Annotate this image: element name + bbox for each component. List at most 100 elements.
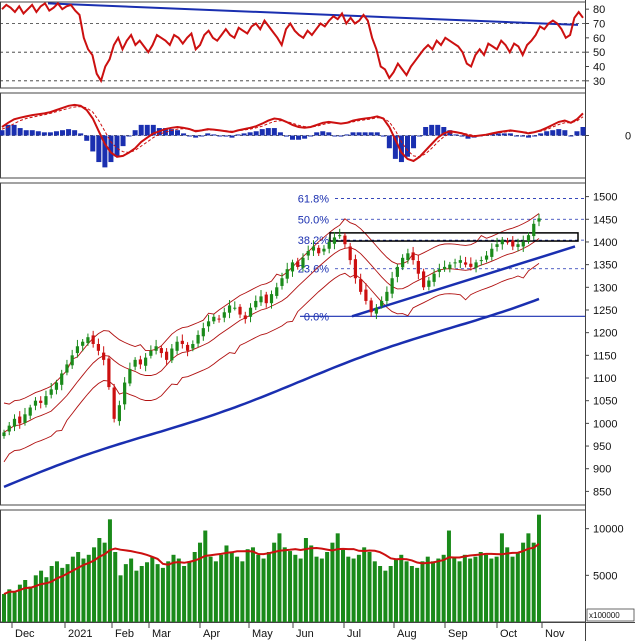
volume-bar bbox=[378, 566, 383, 622]
candle-body bbox=[185, 344, 190, 351]
candle-body bbox=[296, 261, 300, 267]
volume-tick-label-10000: 10000 bbox=[593, 524, 624, 536]
fib-level-label: 50.0% bbox=[298, 214, 329, 226]
volume-bar bbox=[70, 556, 75, 622]
candle-body bbox=[180, 340, 184, 344]
candle-body bbox=[107, 358, 111, 388]
candle-body bbox=[521, 241, 525, 247]
volume-bar bbox=[404, 561, 409, 622]
macd-histogram-bar bbox=[404, 135, 410, 157]
volume-bar bbox=[256, 554, 261, 622]
candle-body bbox=[500, 239, 504, 245]
macd-histogram-bar bbox=[380, 135, 386, 137]
candle-body bbox=[458, 260, 462, 263]
candle-body bbox=[285, 269, 289, 279]
volume-bar bbox=[81, 558, 86, 622]
volume-bar bbox=[468, 558, 473, 622]
volume-bar bbox=[473, 556, 478, 622]
candle-body bbox=[12, 418, 17, 427]
volume-bar bbox=[457, 561, 462, 622]
volume-tick-label-5000: 5000 bbox=[593, 570, 617, 582]
macd-histogram-bar bbox=[205, 133, 211, 136]
macd-histogram-bar bbox=[78, 133, 84, 136]
volume-bar bbox=[7, 589, 12, 622]
macd-histogram-bar bbox=[223, 135, 229, 137]
volume-bar bbox=[28, 586, 33, 622]
candle-body bbox=[359, 279, 363, 292]
fib-level-label: 61.8% bbox=[298, 193, 329, 205]
macd-histogram-bar bbox=[90, 135, 96, 152]
candle-body bbox=[306, 251, 310, 256]
volume-bar bbox=[489, 558, 494, 622]
macd-histogram-bar bbox=[447, 130, 453, 136]
volume-bar bbox=[118, 575, 123, 622]
macd-histogram-bar bbox=[47, 132, 53, 136]
candle-body bbox=[385, 291, 389, 301]
candle-body bbox=[217, 318, 221, 320]
volume-bar bbox=[537, 514, 541, 622]
price-tick-label-1000: 1000 bbox=[593, 418, 617, 430]
macd-histogram-bar bbox=[35, 131, 41, 136]
bollinger-middle bbox=[3, 238, 540, 433]
macd-histogram-bar bbox=[435, 124, 441, 136]
rsi-tick-label-80: 80 bbox=[593, 4, 605, 16]
volume-bar bbox=[335, 533, 340, 622]
macd-histogram-bar bbox=[368, 132, 374, 136]
candle-body bbox=[238, 306, 242, 315]
volume-bar bbox=[415, 567, 420, 622]
candle-body bbox=[422, 271, 426, 288]
macd-histogram-bar bbox=[41, 132, 47, 136]
candle-body bbox=[144, 357, 148, 366]
volume-bar bbox=[134, 570, 139, 622]
rsi-trendline bbox=[47, 2, 579, 26]
macd-histogram-bar bbox=[417, 135, 423, 137]
volume-bar bbox=[92, 547, 97, 622]
candle-body bbox=[474, 262, 478, 268]
macd-histogram-bar bbox=[338, 135, 344, 137]
volume-bar bbox=[441, 554, 446, 622]
macd-histogram-bar bbox=[507, 133, 513, 136]
volume-bar bbox=[187, 561, 192, 622]
macd-histogram-bar bbox=[265, 128, 271, 136]
volume-bar bbox=[261, 558, 266, 622]
macd-histogram-bar bbox=[562, 130, 568, 136]
price-tick-label-1450: 1450 bbox=[593, 214, 617, 226]
macd-histogram-bar bbox=[544, 131, 550, 136]
volume-bar bbox=[293, 554, 298, 622]
macd-histogram-bar bbox=[320, 131, 326, 136]
candle-body bbox=[243, 315, 247, 320]
candle-body bbox=[401, 257, 405, 268]
candle-body bbox=[7, 425, 11, 432]
price-tick-label-1300: 1300 bbox=[593, 282, 617, 294]
macd-histogram-bar bbox=[532, 135, 538, 137]
volume-bar bbox=[452, 556, 457, 622]
volume-bar bbox=[526, 533, 531, 622]
volume-bar bbox=[129, 558, 134, 622]
fib-level-label: 23.6% bbox=[298, 264, 329, 276]
volume-bar bbox=[86, 554, 91, 622]
volume-bar bbox=[17, 584, 22, 622]
macd-histogram-bar bbox=[423, 127, 429, 136]
x-tick-label: Dec bbox=[15, 628, 35, 640]
candle-body bbox=[170, 348, 174, 361]
macd-histogram-bar bbox=[326, 132, 332, 136]
volume-bar bbox=[97, 538, 102, 622]
rsi-line bbox=[1, 1, 584, 84]
volume-bar bbox=[166, 561, 171, 622]
price-tick-label-1150: 1150 bbox=[593, 350, 617, 362]
price-tick-label-850: 850 bbox=[593, 486, 611, 498]
candle-body bbox=[322, 248, 326, 252]
x-tick-label: Mar bbox=[152, 628, 171, 640]
volume-bar bbox=[192, 552, 197, 622]
candle-body bbox=[196, 334, 200, 344]
volume-bar bbox=[229, 552, 234, 622]
volume-bar bbox=[39, 570, 44, 622]
candle-body bbox=[149, 350, 153, 356]
macd-histogram-bar bbox=[108, 135, 114, 163]
macd-histogram-bar bbox=[102, 135, 108, 168]
volume-bar bbox=[372, 561, 377, 622]
macd-histogram-bar bbox=[253, 131, 259, 136]
candle-body bbox=[416, 261, 420, 274]
